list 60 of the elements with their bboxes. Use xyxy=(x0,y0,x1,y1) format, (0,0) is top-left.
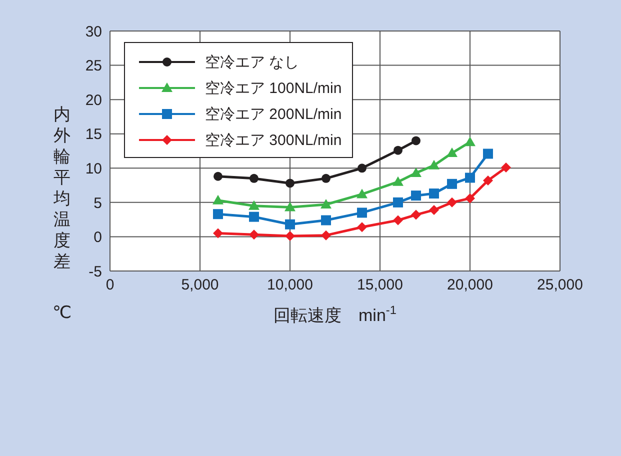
point xyxy=(392,176,404,186)
point xyxy=(465,193,475,204)
y-tick-label: 0 xyxy=(94,229,102,246)
point xyxy=(320,198,332,208)
point xyxy=(321,230,331,240)
point xyxy=(393,197,403,208)
legend-label: 空冷エア 100NL/min xyxy=(205,78,342,98)
point xyxy=(428,160,440,170)
point xyxy=(250,174,258,183)
x-axis-title: 回転速度 min$^{-1}$ xyxy=(274,303,397,325)
y-tick-label: 10 xyxy=(85,160,102,178)
y-tick-label: 30 xyxy=(85,23,102,40)
y-tick-label: 20 xyxy=(85,92,102,109)
point xyxy=(447,178,457,189)
point xyxy=(394,146,402,155)
x-tick-label: 5,000 xyxy=(181,276,219,294)
point xyxy=(248,200,260,210)
point xyxy=(249,230,259,240)
point xyxy=(212,194,224,204)
y-tick-label: 25 xyxy=(85,58,102,75)
legend-label: 空冷エア 300NL/min xyxy=(205,130,342,150)
point xyxy=(286,178,294,188)
y-tick-label: 15 xyxy=(85,126,102,144)
y-tick-label: -5 xyxy=(88,263,102,280)
y-tick-label: 5 xyxy=(94,194,102,212)
point xyxy=(411,190,421,201)
point xyxy=(213,209,223,220)
point xyxy=(483,148,493,159)
point xyxy=(393,215,403,226)
x-tick-label: 10,000 xyxy=(267,276,313,294)
point xyxy=(213,228,223,238)
point xyxy=(411,210,421,220)
point xyxy=(464,136,476,146)
x-tick-label: 0 xyxy=(106,276,114,294)
x-tick-label: 20,000 xyxy=(447,276,493,294)
point xyxy=(357,222,367,232)
text: 内外輪平均温度差 ℃ xyxy=(52,105,72,322)
point xyxy=(357,208,367,218)
point xyxy=(214,172,222,181)
point xyxy=(501,162,511,172)
point xyxy=(284,202,296,212)
legend-label: 空冷エア なし xyxy=(205,52,300,72)
point xyxy=(412,136,420,146)
point xyxy=(429,204,439,215)
point xyxy=(429,188,439,199)
point xyxy=(285,219,295,230)
point xyxy=(249,212,259,222)
point xyxy=(465,172,475,183)
x-tick-label: 15,000 xyxy=(357,276,403,294)
point xyxy=(483,175,493,186)
x-tick-label: 25,000 xyxy=(537,276,583,294)
point xyxy=(322,174,330,183)
point xyxy=(285,231,295,242)
point xyxy=(410,167,422,177)
legend-label: 空冷エア 200NL/min xyxy=(205,104,342,124)
point xyxy=(447,197,457,208)
point xyxy=(321,215,331,226)
point xyxy=(356,188,368,198)
point xyxy=(358,164,366,173)
point xyxy=(446,148,458,158)
